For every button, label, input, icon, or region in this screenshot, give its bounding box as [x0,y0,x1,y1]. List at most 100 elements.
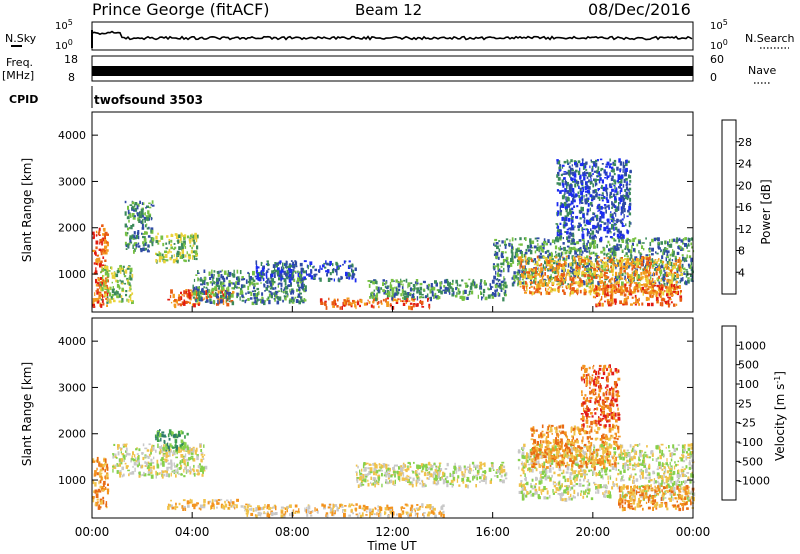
data-cell [570,213,572,217]
data-cell [642,258,645,264]
data-cell [622,168,624,173]
data-cell [96,297,100,301]
data-cell [523,253,526,258]
data-cell [325,260,327,264]
data-cell [661,302,664,307]
data-cell [106,279,108,283]
data-cell [457,292,461,295]
data-cell [363,507,366,512]
data-cell [645,288,647,292]
data-cell [464,282,468,285]
data-cell [291,290,295,293]
data-cell [304,507,306,512]
data-cell [102,274,104,279]
data-cell [536,240,539,242]
data-cell [160,235,164,240]
data-cell [534,277,537,280]
data-cell [104,475,106,479]
data-cell [494,250,497,253]
data-cell [317,510,319,514]
data-cell [605,265,608,268]
data-cell [595,229,598,233]
data-cell [465,284,468,288]
data-cell [419,301,422,303]
data-cell [599,177,602,181]
data-cell [324,266,327,269]
data-cell [668,287,671,292]
data-cell [487,288,491,291]
data-cell [435,282,438,287]
data-cell [329,272,332,276]
data-cell [489,283,492,287]
data-cell [627,290,629,292]
data-cell [591,199,594,202]
data-cell [148,467,152,472]
data-cell [514,238,517,241]
data-cell [512,281,516,284]
data-cell [416,512,419,515]
data-cell [141,220,144,224]
data-cell [200,297,203,302]
data-cell [617,206,620,210]
data-cell [615,206,618,210]
data-cell [181,443,183,446]
data-cell [590,228,592,232]
data-cell [95,252,97,256]
data-cell [603,252,606,256]
data-cell [595,193,598,197]
data-cell [113,297,115,302]
data-cell [608,165,611,169]
data-cell [497,280,499,283]
data-cell [455,279,458,284]
data-cell [200,290,203,295]
data-cell [677,245,680,249]
data-cell [98,230,101,234]
data-cell [272,281,274,286]
data-cell [654,263,658,265]
data-cell [138,474,141,478]
data-cell [570,270,573,273]
data-cell [294,260,297,262]
data-cell [582,166,585,170]
data-cell [192,239,195,242]
data-cell [182,446,185,451]
data-cell [237,286,240,289]
data-cell [662,277,666,282]
data-cell [203,469,206,472]
data-cell [527,256,531,261]
noise-tick-right-bottom: 100 [710,38,728,52]
data-cell [129,271,132,275]
data-cell [559,206,561,211]
data-cell [640,241,642,245]
data-cell [137,217,140,222]
data-cell [601,184,603,189]
nave-tick-bottom: 0 [710,71,717,84]
data-cell [624,287,628,292]
data-cell [468,278,471,281]
data-cell [179,254,183,259]
data-cell [554,275,558,279]
data-cell [574,161,577,166]
data-cell [571,171,573,175]
data-cell [691,268,694,271]
data-cell [131,213,135,217]
data-cell [200,458,203,463]
data-cell [579,255,582,258]
data-cell [561,189,564,192]
data-cell [576,248,578,253]
data-cell [469,290,473,292]
data-cell [104,265,107,269]
data-cell [610,231,612,234]
data-cell [593,288,597,291]
data-cell [496,263,500,268]
data-cell [374,506,376,509]
data-cell [165,242,168,245]
data-cell [223,270,227,275]
data-cell [527,275,530,278]
data-cell [571,279,574,282]
data-cell [626,229,628,234]
data-cell [165,259,169,262]
data-cell [432,511,435,515]
data-cell [644,257,646,260]
